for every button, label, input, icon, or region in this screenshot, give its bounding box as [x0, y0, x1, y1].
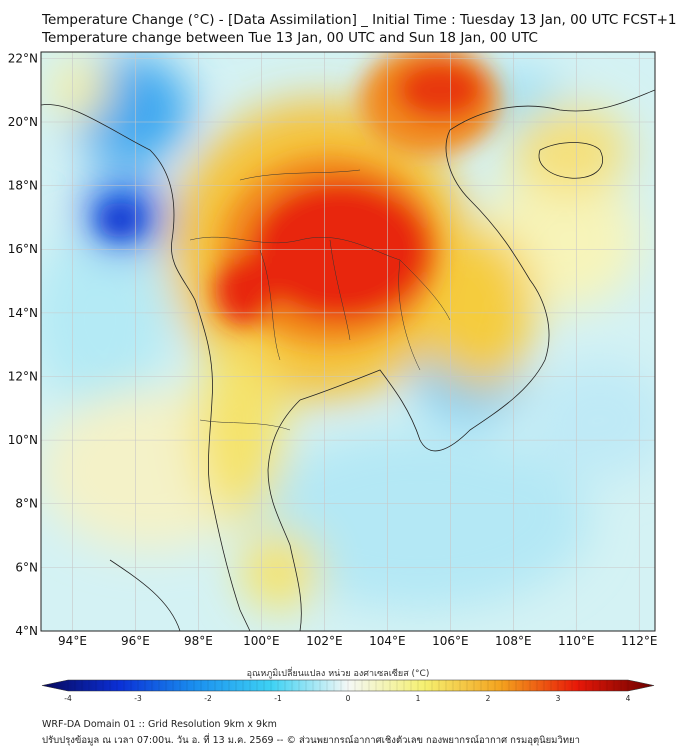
lon-label: 96°E [121, 634, 150, 648]
lon-label: 94°E [58, 634, 87, 648]
colorbar-label: 0 [346, 694, 351, 703]
lon-label: 110°E [558, 634, 595, 648]
colorbar-label: 1 [416, 694, 421, 703]
colorbar-title: อุณหภูมิเปลี่ยนแปลง หน่วย องศาเซลเซียส (… [246, 669, 430, 679]
lat-label: 4°N [15, 624, 38, 638]
borders [189, 169, 451, 431]
colorbar-label: -4 [64, 694, 72, 703]
footer-line-2: ปรับปรุงข้อมูล ณ เวลา 07:00น. วัน อ. ที่… [42, 735, 580, 746]
colorbar-label: 4 [626, 694, 631, 703]
title-line-1: Temperature Change (°C) - [Data Assimila… [42, 12, 676, 28]
colorbar: -4 -3 -2 -1 0 1 2 3 4 [41, 679, 655, 703]
lat-label: 8°N [15, 497, 38, 511]
map-gridlines [41, 52, 655, 631]
lat-label: 22°N [8, 51, 38, 65]
lat-label: 10°N [8, 433, 38, 447]
lon-label: 100°E [243, 634, 280, 648]
colorbar-label: 2 [486, 694, 491, 703]
lat-label: 16°N [8, 242, 38, 256]
colorbar-bar [41, 679, 655, 692]
colorbar-label: -3 [134, 694, 142, 703]
colorbar-label: -2 [204, 694, 212, 703]
lon-label: 104°E [369, 634, 406, 648]
lon-label: 112°E [621, 634, 658, 648]
lon-label: 102°E [306, 634, 343, 648]
lon-label: 106°E [432, 634, 469, 648]
lon-label: 98°E [184, 634, 213, 648]
lat-label: 6°N [15, 560, 38, 574]
lat-label: 20°N [8, 115, 38, 129]
colorbar-label: 3 [556, 694, 561, 703]
lat-label: 12°N [8, 369, 38, 383]
coastlines [41, 89, 655, 631]
footer-line-1: WRF-DA Domain 01 :: Grid Resolution 9km … [42, 719, 277, 730]
lon-label: 108°E [495, 634, 532, 648]
lat-label: 14°N [8, 306, 38, 320]
lat-label: 18°N [8, 179, 38, 193]
temperature-field [41, 52, 655, 631]
colorbar-label: -1 [274, 694, 282, 703]
title-line-2: Temperature change between Tue 13 Jan, 0… [42, 30, 538, 46]
